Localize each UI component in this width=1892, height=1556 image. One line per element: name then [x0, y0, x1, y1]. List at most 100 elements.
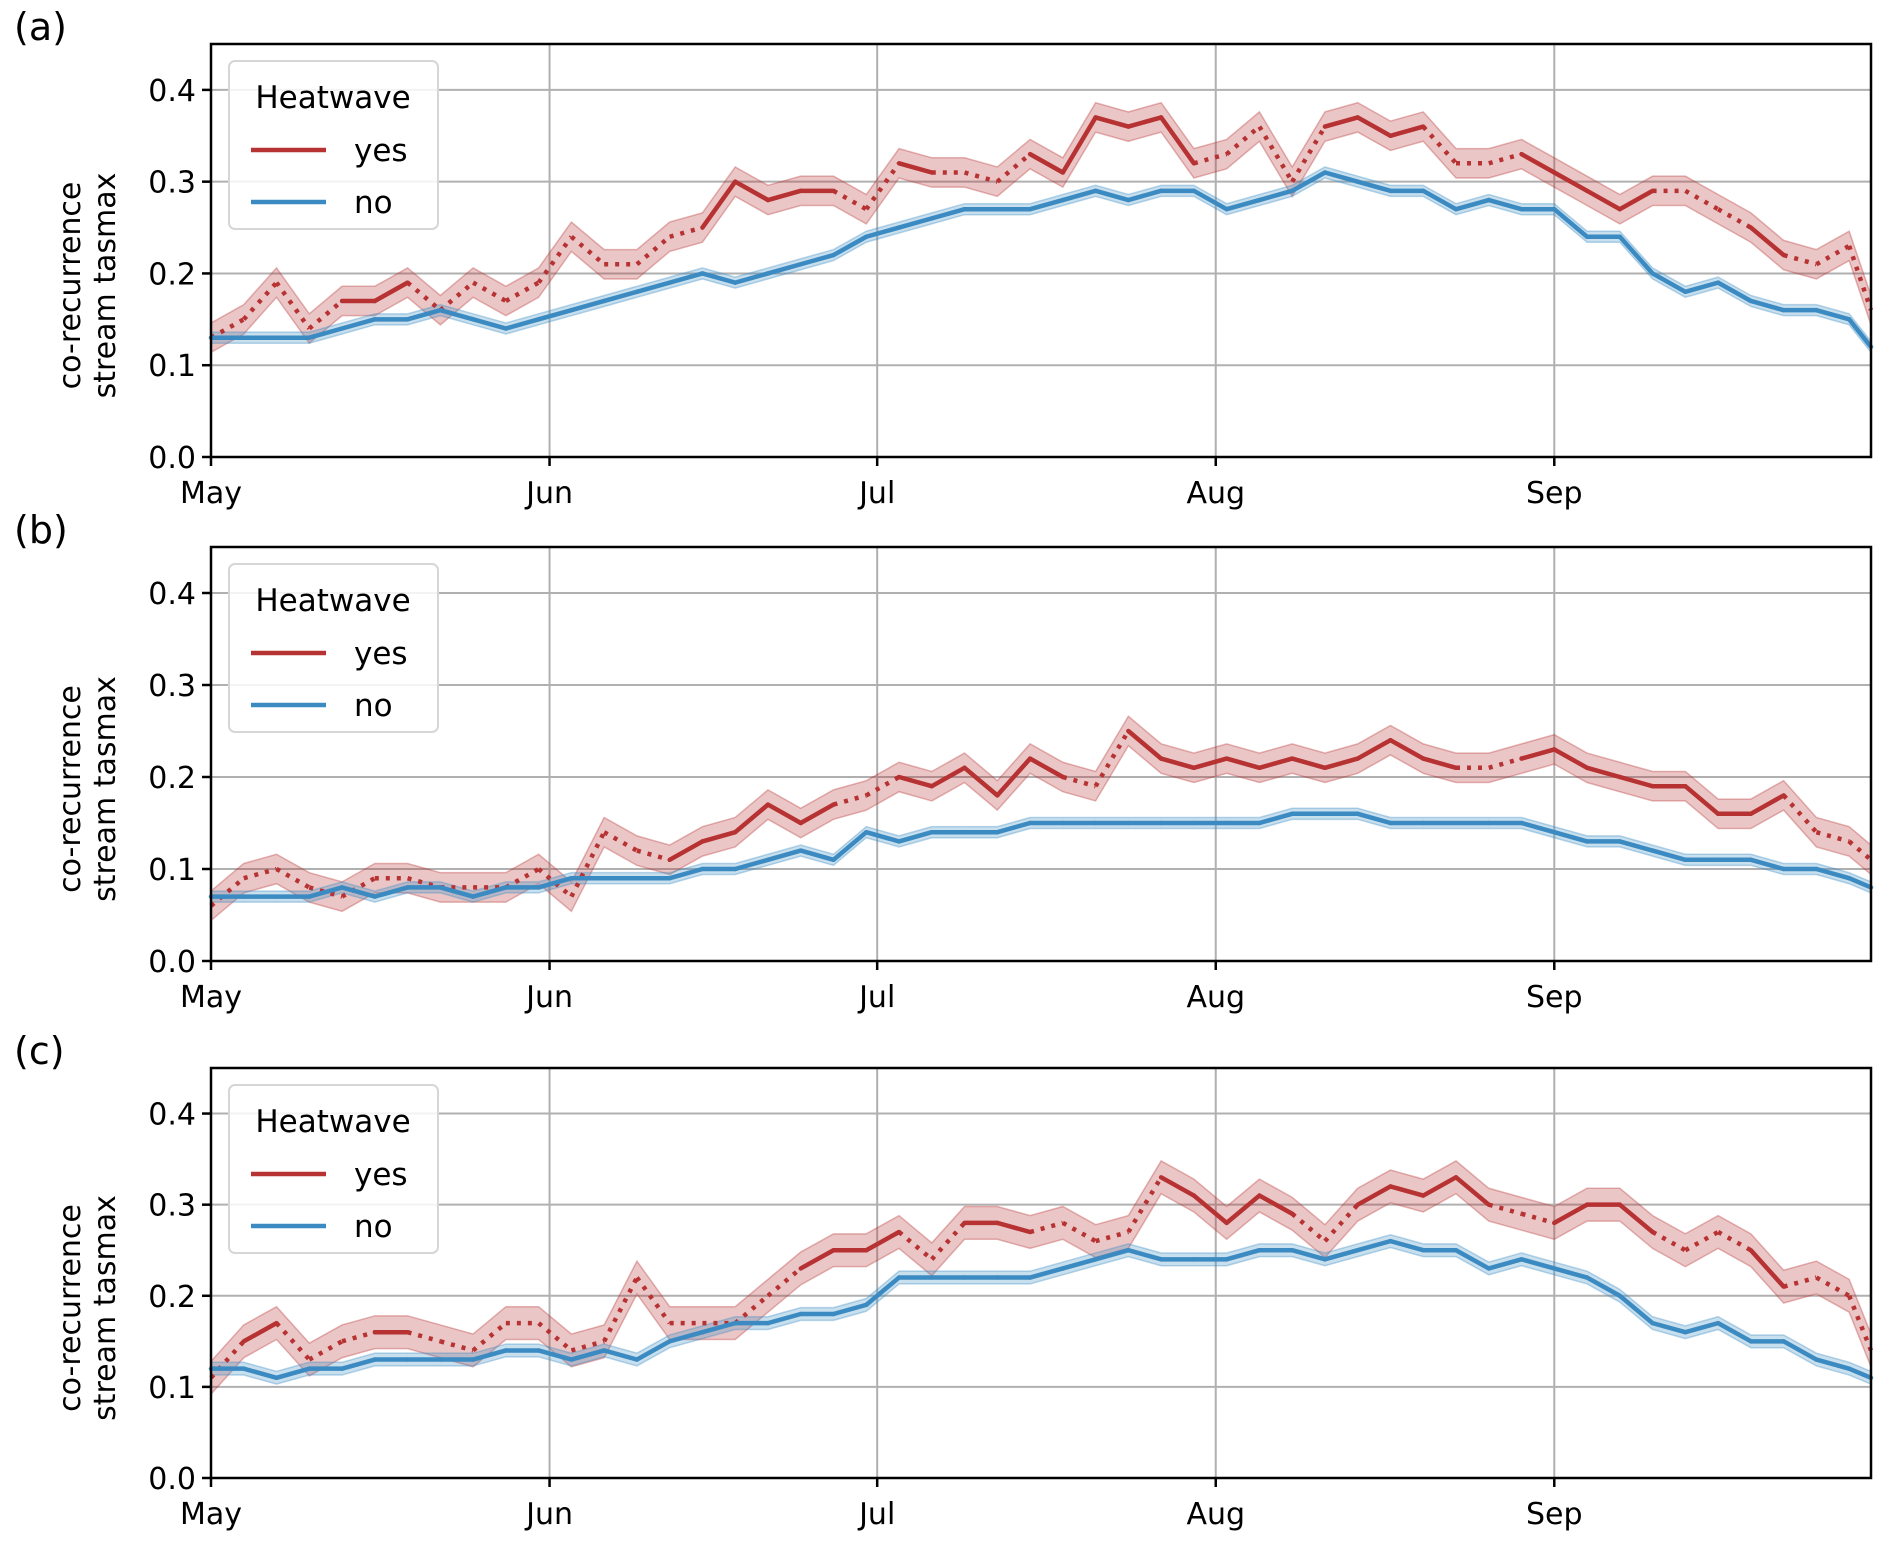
x-tick-label: Sep — [1526, 1497, 1583, 1532]
line-segment-no — [1126, 1247, 1164, 1262]
line-segment-no — [1126, 188, 1164, 203]
series-no — [208, 170, 1874, 350]
series-no — [208, 1238, 1874, 1381]
y-tick-label: 0.4 — [148, 577, 196, 612]
line-segment-no — [1257, 188, 1295, 203]
series-yes — [209, 728, 1873, 908]
line-segment-yes — [635, 1276, 672, 1325]
x-tick-label: May — [180, 476, 242, 511]
line-segment-no — [1814, 1357, 1852, 1371]
line-segment-yes — [1420, 1175, 1459, 1198]
line-segment-yes — [471, 1321, 508, 1353]
line-segment-yes — [1224, 1193, 1262, 1226]
line-segment-yes — [1027, 756, 1066, 780]
line-segment-yes — [765, 802, 803, 826]
line-segment-no — [798, 848, 836, 863]
line-segment-no — [1191, 188, 1229, 212]
line-segment-yes — [995, 152, 1032, 184]
y-axis-title: co-recurrence — [53, 1204, 88, 1412]
line-segment-no — [864, 1275, 902, 1308]
line-segment-no — [1322, 1247, 1360, 1262]
line-segment-yes — [1225, 124, 1261, 156]
y-tick-label: 0.2 — [148, 1280, 196, 1315]
line-segment-no — [241, 1366, 279, 1381]
y-tick-label: 0.2 — [148, 761, 196, 796]
x-tick-label: May — [180, 1497, 242, 1532]
line-segment-no — [700, 271, 738, 285]
line-segment-no — [896, 829, 935, 844]
line-segment-yes — [1289, 756, 1328, 771]
line-segment-no — [667, 866, 705, 881]
legend-box — [228, 563, 439, 733]
line-segment-yes — [1322, 115, 1360, 129]
legend-box — [228, 60, 439, 230]
line-segment-no — [1420, 188, 1459, 212]
line-segment-yes — [1388, 124, 1426, 139]
line-segment-no — [569, 1348, 607, 1362]
line-segment-yes — [1552, 1202, 1590, 1226]
line-segment-no — [470, 885, 509, 899]
line-segment-no — [765, 848, 803, 863]
line-segment-yes — [1388, 737, 1426, 761]
y-axis-title: co-recurrence — [53, 685, 88, 893]
line-segment-yes — [1355, 737, 1393, 761]
line-segment-no — [1355, 179, 1393, 194]
line-segment-yes — [536, 235, 574, 284]
series-yes — [209, 1175, 1874, 1380]
line-segment-no — [405, 307, 443, 322]
line-segment-yes — [1158, 1175, 1197, 1198]
line-segment-yes — [864, 1229, 902, 1253]
line-segment-yes — [602, 1276, 639, 1343]
x-tick-label: Jun — [524, 980, 573, 1015]
line-segment-yes — [930, 1221, 967, 1261]
y-tick-label: 0.3 — [148, 166, 196, 201]
line-segment-yes — [406, 280, 442, 312]
line-segment-no — [929, 206, 967, 221]
line-segment-no — [1257, 811, 1295, 826]
line-segment-yes — [732, 802, 771, 835]
line-segment-yes — [1191, 756, 1229, 771]
line-segment-no — [798, 252, 836, 267]
line-segment-no — [634, 1339, 672, 1362]
legend-label-no: no — [354, 185, 393, 221]
line-segment-yes — [700, 179, 738, 230]
legend-title: Heatwave — [255, 583, 410, 619]
y-tick-label: 0.2 — [148, 257, 196, 292]
line-segment-yes — [274, 1321, 311, 1362]
legend: Heatwave yes no — [228, 1084, 439, 1254]
line-segment-yes — [1126, 728, 1164, 761]
line-segment-yes — [1552, 170, 1590, 194]
line-segment-yes — [1355, 115, 1393, 139]
line-segment-yes — [1224, 756, 1262, 771]
line-segment-yes — [635, 235, 672, 266]
series-yes — [209, 115, 1874, 340]
line-segment-no — [1093, 1247, 1131, 1262]
line-segment-yes — [1748, 793, 1786, 817]
line-segment-no — [503, 317, 541, 331]
line-segment-no — [1748, 298, 1786, 313]
line-segment-no — [732, 271, 771, 285]
line-segment-no — [1060, 188, 1098, 203]
panel-a: (a) 0.0 0.1 0.2 0.3 0.4 May Jun Jul Aug Sep co-recu… — [14, 5, 1874, 511]
line-segment-no — [1715, 1320, 1754, 1344]
line-segment-yes — [1158, 756, 1197, 771]
y-tick-label: 0.3 — [148, 1189, 196, 1224]
line-segment-no — [1486, 197, 1524, 212]
line-segment-no — [307, 885, 345, 899]
panel-label: (c) — [14, 1029, 65, 1073]
line-segment-yes — [1584, 188, 1623, 212]
line-segment-yes — [1617, 1202, 1655, 1235]
line-segment-no — [339, 317, 378, 331]
legend-label-yes: yes — [354, 1157, 408, 1193]
line-segment-yes — [1420, 756, 1459, 771]
line-segment-no — [831, 1302, 869, 1317]
y-tick-label: 0.3 — [148, 669, 196, 704]
axes-frame — [209, 545, 1873, 963]
series-no — [208, 811, 1874, 899]
line-segment-yes — [1388, 1184, 1426, 1198]
line-segment-yes — [569, 831, 607, 898]
legend-label-yes: yes — [354, 133, 408, 169]
line-segment-no — [438, 307, 476, 322]
legend-label-no: no — [354, 1209, 393, 1245]
line-segment-no — [831, 234, 869, 258]
